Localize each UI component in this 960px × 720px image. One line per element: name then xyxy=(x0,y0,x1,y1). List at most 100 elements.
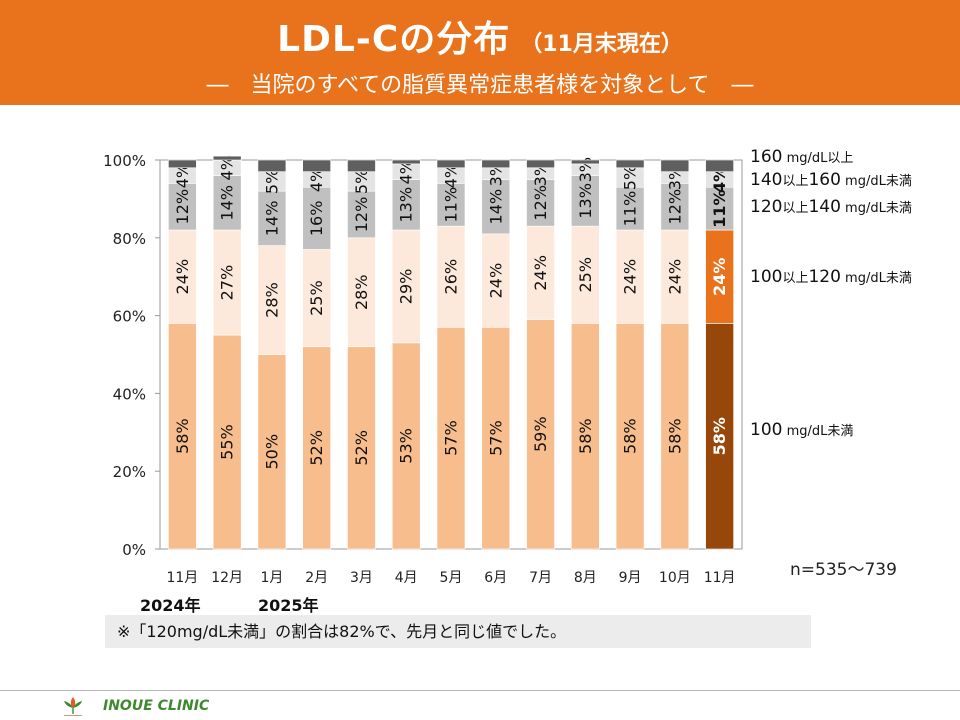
year-label-2024: 2024年 xyxy=(140,596,201,615)
data-label-lt100: 59% xyxy=(531,416,550,452)
data-label-120-140: 14% xyxy=(486,189,505,225)
bar-segment-100-120 xyxy=(212,229,242,336)
bar-segment-120-140 xyxy=(705,186,734,231)
bar-segment-120-140 xyxy=(571,175,600,227)
data-label-100-120: 24% xyxy=(173,259,192,295)
data-label-lt100: 58% xyxy=(665,418,684,454)
bar-segment-lt100 xyxy=(660,323,690,550)
bar-segment-lt100 xyxy=(168,323,197,550)
bar-segment-lt100 xyxy=(571,323,600,550)
legend-140-160: 140以上160 mg/dL未満 xyxy=(750,170,912,190)
data-label-100-120: 24% xyxy=(710,258,729,296)
data-label-120-140: 14% xyxy=(218,185,237,221)
data-label-140-160: 4% xyxy=(710,166,729,193)
bar-segment-100-120 xyxy=(481,233,511,328)
data-label-120-140: 12% xyxy=(665,189,684,225)
bar-segment-100-120 xyxy=(168,229,197,324)
footer-divider xyxy=(0,690,960,691)
x-tick-label: 1月 xyxy=(260,570,283,586)
data-label-lt100: 58% xyxy=(576,418,595,454)
data-label-120-140: 12% xyxy=(352,197,371,233)
legend-120-140-unit: mg/dL未満 xyxy=(840,201,912,216)
data-label-lt100: 52% xyxy=(352,430,371,466)
data-label-100-120: 24% xyxy=(665,259,684,295)
data-label-100-120: 25% xyxy=(307,280,326,316)
bar-segment-lt100 xyxy=(257,354,287,550)
data-label-120-140: 13% xyxy=(576,183,595,219)
bar-segment-lt100 xyxy=(302,346,331,550)
x-tick-label: 5月 xyxy=(440,570,463,586)
data-label-140-160: 4% xyxy=(218,155,237,180)
data-label-100-120: 27% xyxy=(218,265,237,301)
bar-segment-lt100 xyxy=(347,346,376,550)
data-label-120-140: 11% xyxy=(621,191,640,227)
bar-segment-ge160 xyxy=(257,159,287,172)
bar-segment-ge160 xyxy=(436,159,466,169)
data-label-lt100: 58% xyxy=(173,418,192,454)
data-label-100-120: 29% xyxy=(397,269,416,305)
legend-140-160-unit: mg/dL未満 xyxy=(840,174,912,189)
bar-segment-ge160 xyxy=(705,159,734,172)
data-label-140-160: 5% xyxy=(262,169,281,194)
data-label-lt100: 53% xyxy=(397,428,416,464)
bar-segment-ge160 xyxy=(615,159,645,169)
bar-segment-120-140 xyxy=(436,183,466,227)
data-label-lt100: 57% xyxy=(486,420,505,456)
clinic-name: INOUE CLINIC xyxy=(103,698,210,714)
bar-segment-ge160 xyxy=(212,155,242,161)
bar-segment-100-120 xyxy=(571,225,600,324)
bar-segment-120-140 xyxy=(391,179,421,231)
data-label-lt100: 50% xyxy=(262,434,281,470)
bar-segment-lt100 xyxy=(436,326,466,550)
bar-segment-100-120 xyxy=(257,245,287,355)
clinic-logo-icon xyxy=(64,697,82,716)
bar-segment-120-140 xyxy=(615,186,645,231)
x-tick-label: 11月 xyxy=(704,570,736,586)
legend-120-140: 120以上140 mg/dL未満 xyxy=(750,197,912,217)
data-label-100-120: 28% xyxy=(352,274,371,310)
data-label-100-120: 28% xyxy=(262,282,281,318)
bar-segment-ge160 xyxy=(526,159,555,169)
y-tick-label: 80% xyxy=(113,230,146,248)
bar-segment-120-140 xyxy=(347,190,376,239)
data-label-120-140: 11% xyxy=(442,187,461,223)
data-label-140-160: 5% xyxy=(352,169,371,194)
data-label-100-120: 25% xyxy=(576,257,595,293)
data-label-120-140: 13% xyxy=(397,187,416,223)
data-label-140-160: 5% xyxy=(621,165,640,190)
bar-segment-100-120 xyxy=(347,237,376,348)
x-tick-label: 4月 xyxy=(395,570,418,586)
legend-ge160: 160 mg/dL以上 xyxy=(750,147,853,167)
legend-100-120-unit: mg/dL未満 xyxy=(840,271,912,286)
bar-segment-120-140 xyxy=(526,179,555,227)
data-label-120-140: 12% xyxy=(531,185,550,221)
data-label-120-140: 16% xyxy=(307,201,326,237)
x-tick-label: 10月 xyxy=(659,570,691,586)
x-tick-label: 2月 xyxy=(305,570,328,586)
legend-ge160-value: 160 xyxy=(750,147,783,167)
legend-ge160-unit: mg/dL以上 xyxy=(782,151,854,166)
data-label-140-160: 4% xyxy=(397,159,416,184)
legend-120-140-sep: 以上 xyxy=(782,201,809,216)
bar-segment-lt100 xyxy=(526,319,555,550)
bar-segment-ge160 xyxy=(168,159,197,169)
y-tick-label: 100% xyxy=(103,152,146,170)
title-main: LDL-Cの分布 xyxy=(277,19,511,60)
data-label-lt100: 58% xyxy=(621,418,640,454)
legend-100-120-lower: 100 xyxy=(750,267,783,287)
bar-segment-100-120 xyxy=(615,229,645,324)
data-label-lt100: 57% xyxy=(442,420,461,456)
bar-segment-lt100 xyxy=(705,323,734,550)
data-label-140-160: 4% xyxy=(307,167,326,192)
bar-segment-ge160 xyxy=(302,159,331,172)
bar-segment-lt100 xyxy=(615,323,645,550)
data-label-100-120: 26% xyxy=(442,259,461,295)
data-label-100-120: 24% xyxy=(486,263,505,299)
legend-140-160-lower: 140 xyxy=(750,170,783,190)
legend-140-160-sep: 以上 xyxy=(782,174,809,189)
title-note: （11月末現在） xyxy=(520,32,683,57)
page-title: LDL-Cの分布 （11月末現在） xyxy=(0,10,960,62)
bar-segment-lt100 xyxy=(212,334,242,550)
bar-segment-ge160 xyxy=(391,159,421,165)
